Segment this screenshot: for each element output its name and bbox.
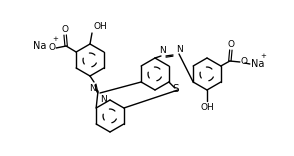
- Text: Na: Na: [33, 41, 46, 51]
- Text: O: O: [48, 44, 55, 53]
- Text: N: N: [100, 95, 107, 104]
- Text: Na: Na: [251, 59, 264, 69]
- Text: N: N: [160, 46, 166, 55]
- Text: S: S: [173, 84, 179, 94]
- Text: O: O: [62, 25, 69, 34]
- Text: O: O: [227, 40, 234, 49]
- Text: +: +: [260, 53, 266, 59]
- Text: OH: OH: [93, 22, 107, 31]
- Text: +: +: [52, 36, 58, 42]
- Text: OH: OH: [200, 103, 214, 112]
- Text: N: N: [88, 84, 95, 93]
- Text: O: O: [241, 58, 248, 66]
- Text: N: N: [176, 45, 183, 54]
